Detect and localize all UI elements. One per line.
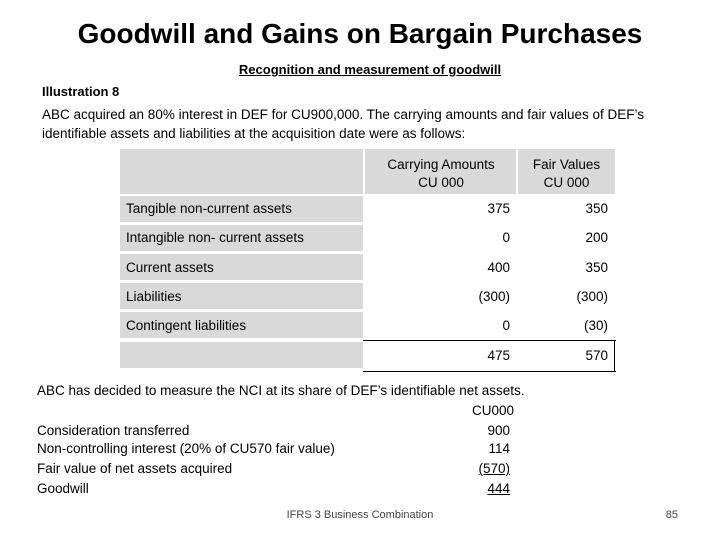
- calc-value: (570): [478, 461, 510, 476]
- footer-caption: IFRS 3 Business Combination: [286, 509, 434, 521]
- row-carrying-value: 400: [487, 260, 510, 275]
- header-carrying-line1: Carrying Amounts: [387, 157, 495, 172]
- total-carrying-value: 475: [487, 348, 510, 363]
- calc-value: 900: [487, 423, 510, 438]
- row-carrying-value: 375: [487, 201, 510, 216]
- nci-statement: ABC has decided to measure the NCI at it…: [37, 383, 525, 398]
- row-label-band: [120, 312, 363, 338]
- row-label: Contingent liabilities: [126, 318, 247, 333]
- intro-paragraph: ABC acquired an 80% interest in DEF for …: [42, 107, 645, 141]
- row-carrying-value: 0: [502, 318, 510, 333]
- header-separator: [363, 149, 365, 194]
- row-label-band: [120, 283, 363, 309]
- row-label-band: [120, 225, 363, 251]
- table-header-band: Carrying Amounts CU 000 Fair Values CU 0…: [120, 149, 615, 194]
- row-label: Current assets: [126, 260, 214, 275]
- header-separator: [516, 149, 518, 194]
- total-right-rule: [614, 340, 615, 372]
- calc-label: Fair value of net assets acquired: [37, 461, 233, 476]
- total-bottom-rule: [363, 371, 616, 372]
- row-label-band: [120, 342, 363, 368]
- header-fair-values: Fair Values CU 000: [519, 156, 614, 192]
- row-label: Tangible non-current assets: [126, 201, 292, 216]
- row-fair-value: 350: [585, 201, 608, 216]
- calc-value: 114: [488, 441, 510, 456]
- row-carrying-value: 0: [502, 230, 510, 245]
- row-label-band: [120, 196, 363, 222]
- page-number: 85: [665, 509, 678, 521]
- calc-label: Consideration transferred: [37, 423, 190, 438]
- row-fair-value: (30): [583, 318, 608, 333]
- calc-unit: CU000: [471, 403, 514, 418]
- header-fair-line2: CU 000: [543, 175, 590, 190]
- illustration-label: Illustration 8: [42, 84, 120, 99]
- row-label-band: [120, 254, 363, 280]
- total-top-rule: [363, 340, 616, 341]
- calc-label: Non-controlling interest (20% of CU570 f…: [37, 441, 335, 456]
- calc-label: Goodwill: [37, 481, 89, 496]
- header-fair-line1: Fair Values: [532, 157, 601, 172]
- row-fair-value: 350: [585, 260, 608, 275]
- header-carrying-amounts: Carrying Amounts CU 000: [368, 156, 514, 192]
- slide-title: Goodwill and Gains on Bargain Purchases: [77, 18, 643, 49]
- row-label: Intangible non- current assets: [126, 230, 304, 245]
- row-carrying-value: (300): [478, 289, 510, 304]
- total-fair-value: 570: [585, 348, 608, 363]
- row-label: Liabilities: [126, 289, 182, 304]
- row-fair-value: (300): [576, 289, 608, 304]
- slide-subtitle: Recognition and measurement of goodwill: [238, 62, 502, 77]
- row-fair-value: 200: [585, 230, 608, 245]
- goodwill-value: 444: [487, 481, 510, 496]
- header-carrying-line2: CU 000: [418, 175, 464, 190]
